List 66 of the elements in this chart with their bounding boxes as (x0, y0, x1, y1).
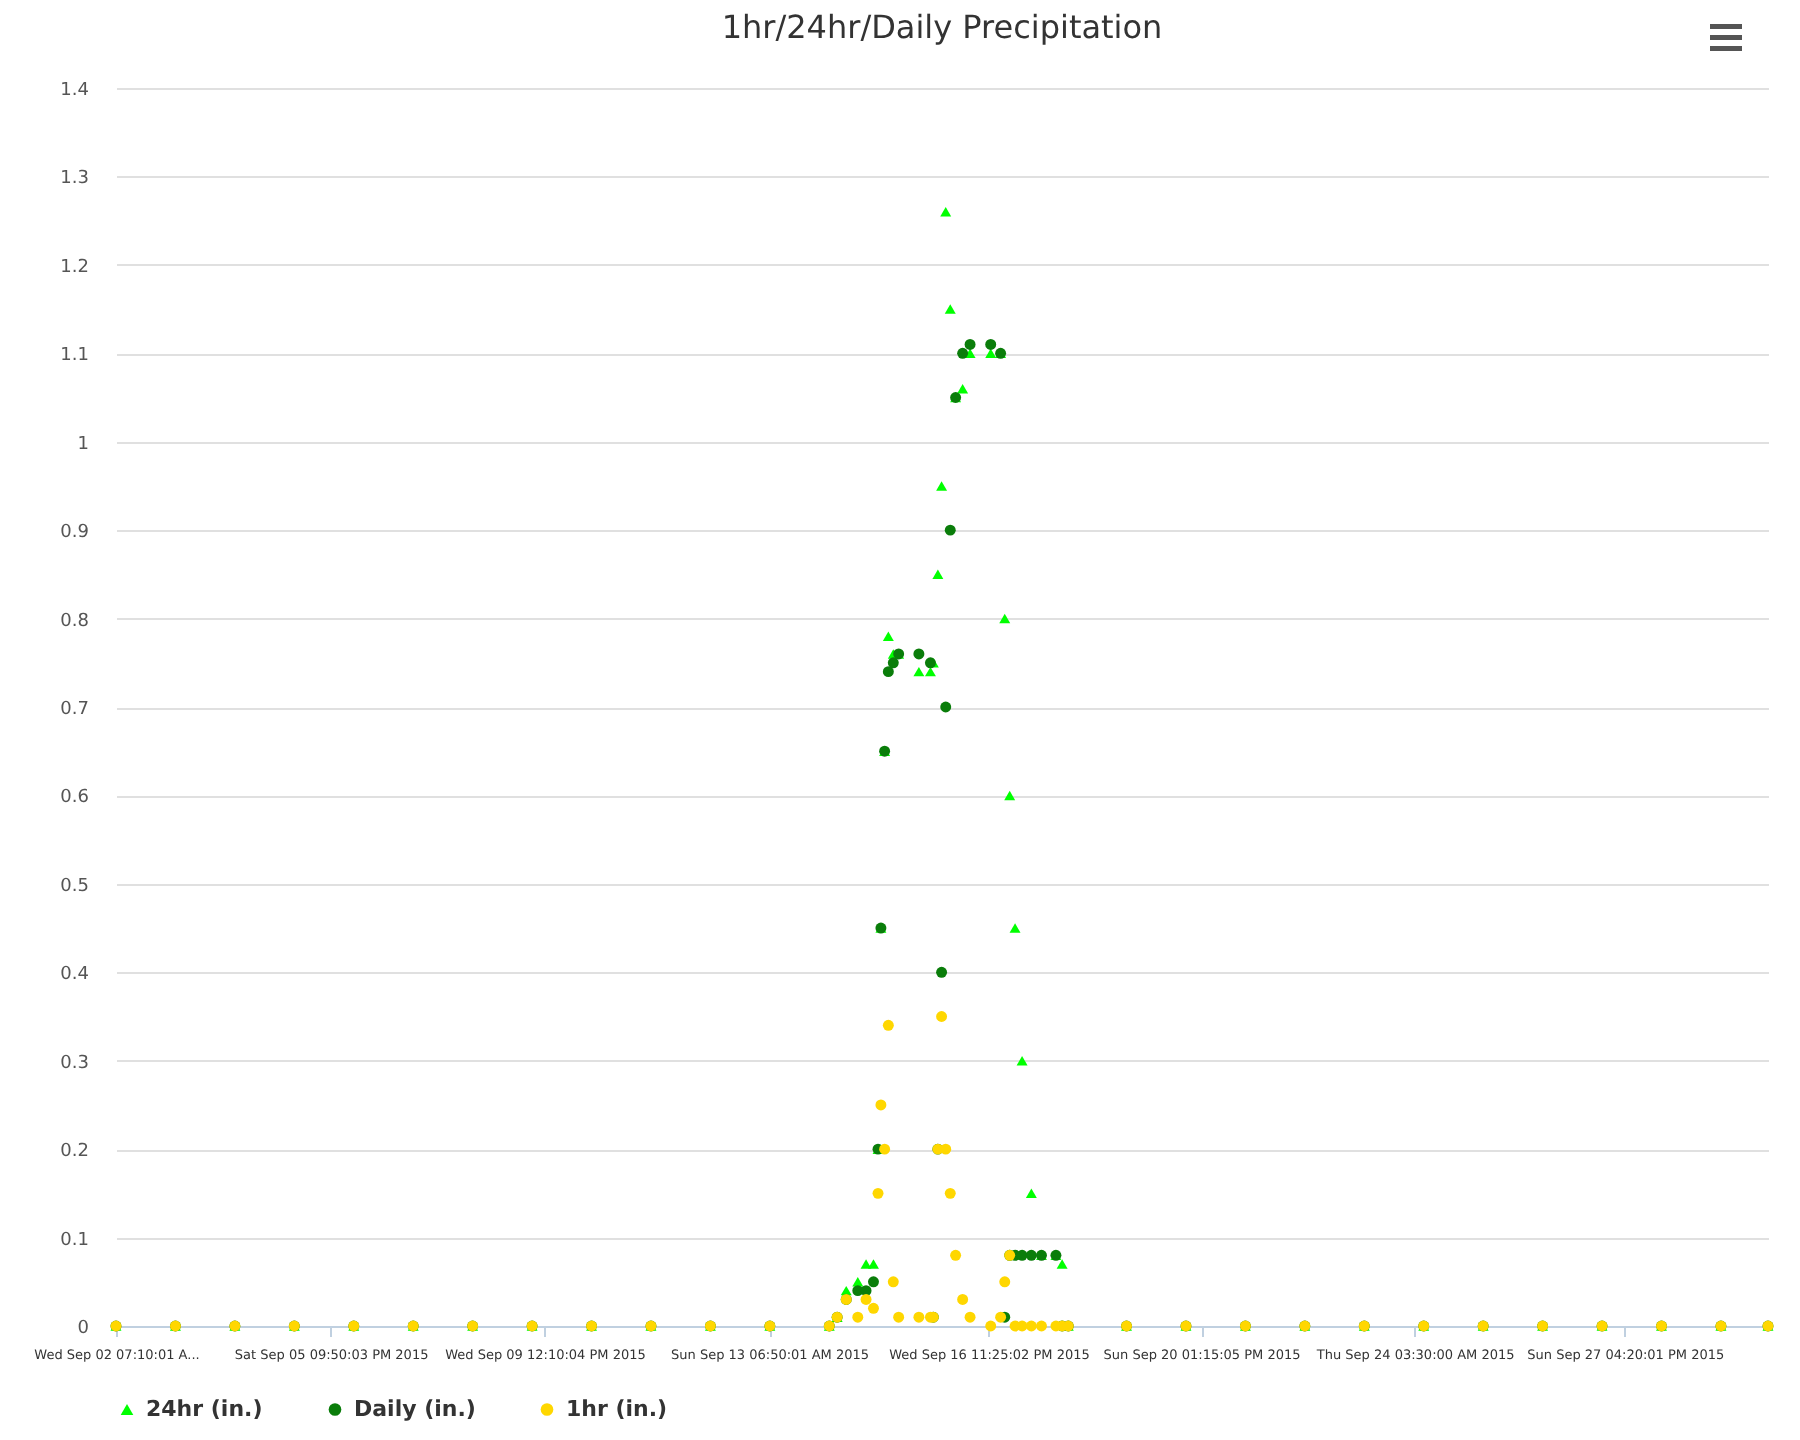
y-tick-label: 0.2 (60, 1142, 89, 1163)
point (852, 1311, 864, 1323)
point (868, 1259, 879, 1269)
y-tick-label: 0.6 (60, 788, 90, 809)
point (985, 1320, 997, 1332)
point (893, 1311, 905, 1323)
point (957, 347, 969, 359)
point (887, 657, 899, 669)
y-tick-label: 0.3 (60, 1053, 89, 1074)
point (940, 1143, 952, 1155)
y-tick-label: 1.2 (60, 257, 89, 278)
point (957, 1294, 969, 1305)
point (944, 524, 956, 536)
point (868, 1302, 879, 1314)
legend-label: 1hr (in.) (566, 1395, 668, 1422)
point (940, 207, 952, 217)
y-tick-label: 0.4 (60, 965, 90, 986)
legend-label: Daily (in.) (354, 1395, 476, 1422)
point (932, 569, 944, 580)
point (1056, 1259, 1068, 1269)
chart-title: 1hr/24hr/Daily Precipitation (721, 8, 1163, 46)
point (913, 648, 925, 660)
point (887, 1276, 899, 1288)
point (936, 966, 948, 978)
point (1025, 1188, 1037, 1199)
point (1009, 923, 1021, 933)
point (944, 1187, 956, 1199)
point (964, 1311, 976, 1323)
y-tick-label: 1.4 (60, 81, 90, 101)
point (936, 1011, 948, 1022)
point (950, 1249, 962, 1261)
y-tick-label: 0.1 (60, 1230, 89, 1251)
y-tick-label: 0 (77, 1319, 90, 1339)
point (868, 1276, 879, 1288)
y-tick-label: 1.1 (60, 346, 89, 367)
point (1004, 790, 1016, 801)
point (957, 383, 969, 394)
point (882, 631, 894, 641)
y-tick-label: 0.7 (60, 700, 89, 720)
point (936, 481, 948, 491)
point (852, 1277, 864, 1287)
point (1016, 1055, 1028, 1066)
point (1025, 1320, 1037, 1332)
y-tick-label: 1.3 (60, 169, 89, 190)
legend-label: 24hr (in.) (146, 1395, 263, 1422)
y-tick-label: 0.9 (60, 523, 90, 544)
point (964, 338, 976, 350)
point (985, 338, 997, 350)
point (882, 666, 894, 678)
point (985, 348, 997, 359)
point (944, 304, 956, 314)
point (1036, 1320, 1047, 1332)
point (913, 666, 925, 677)
point (913, 1311, 925, 1323)
y-tick-label: 0.5 (60, 876, 89, 897)
point (1025, 1249, 1037, 1261)
point (882, 1019, 894, 1031)
point (860, 1294, 872, 1305)
point (940, 701, 952, 713)
y-tick-label: 0.8 (60, 611, 90, 632)
point (879, 1143, 891, 1155)
point (872, 1187, 884, 1199)
point (999, 1276, 1011, 1288)
point (875, 1099, 887, 1111)
point (999, 613, 1011, 624)
y-tick-label: 1 (77, 434, 89, 455)
